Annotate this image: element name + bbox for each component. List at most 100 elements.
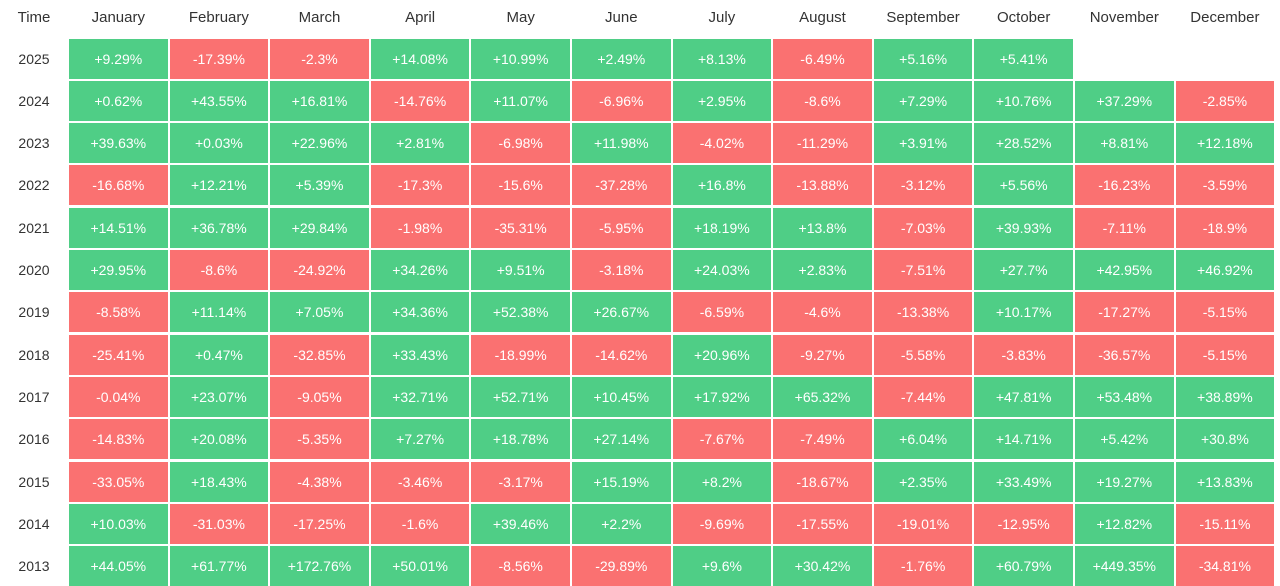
year-label-2021: 2021: [18, 219, 50, 236]
heatmap-cell-2021-february: +36.78%: [169, 207, 269, 248]
year-label-2019: 2019: [18, 304, 50, 321]
heatmap-cell-2025-august: -6.49%: [773, 38, 872, 79]
heatmap-cell-2017-november: +53.48%: [1075, 376, 1174, 417]
heatmap-cell-2014-april: -1.6%: [370, 503, 470, 544]
heatmap-cell-2022-december: -3.59%: [1175, 165, 1275, 206]
heatmap-cell-2025-january: +9.29%: [69, 38, 168, 79]
heatmap-cell-2017-april: +32.71%: [370, 376, 470, 417]
heatmap-cell-2013-april: +50.01%: [370, 546, 470, 586]
heatmap-cell-2023-march: +22.96%: [270, 123, 369, 164]
heatmap-cell-2024-july: +2.95%: [672, 80, 772, 121]
heatmap-cell-2024-february: +43.55%: [169, 80, 269, 121]
heatmap-cell-2023-october: +28.52%: [974, 123, 1073, 164]
heatmap-cell-2025-june: +2.49%: [572, 38, 671, 79]
heatmap-cell-2018-march: -32.85%: [270, 334, 369, 375]
year-label-2013: 2013: [18, 558, 50, 575]
heatmap-cell-2017-march: -9.05%: [270, 376, 369, 417]
heatmap-cell-2023-april: +2.81%: [370, 123, 470, 164]
heatmap-cell-2022-january: -16.68%: [69, 165, 168, 206]
heatmap-cell-2020-march: -24.92%: [270, 250, 369, 290]
heatmap-cell-2019-november: -17.27%: [1075, 292, 1174, 333]
heatmap-cell-2016-december: +30.8%: [1175, 419, 1275, 460]
heatmap-cell-2022-july: +16.8%: [672, 165, 772, 206]
heatmap-cell-2018-june: -14.62%: [572, 334, 671, 375]
month-header-september: September: [886, 9, 960, 26]
heatmap-cell-2024-june: -6.96%: [572, 80, 671, 121]
heatmap-cell-2021-july: +18.19%: [672, 207, 772, 248]
heatmap-cell-2020-june: -3.18%: [572, 250, 671, 290]
heatmap-cell-2023-november: +8.81%: [1075, 123, 1174, 164]
heatmap-cell-2014-february: -31.03%: [169, 503, 269, 544]
heatmap-cell-2022-may: -15.6%: [471, 165, 570, 206]
heatmap-cell-2019-july: -6.59%: [672, 292, 772, 333]
year-label-2014: 2014: [18, 515, 50, 532]
heatmap-cell-2023-may: -6.98%: [471, 123, 570, 164]
heatmap-cell-2015-september: +2.35%: [873, 461, 973, 502]
heatmap-cell-2015-july: +8.2%: [672, 461, 772, 502]
heatmap-cell-2021-march: +29.84%: [270, 207, 369, 248]
heatmap-cell-2025-october: +5.41%: [974, 38, 1073, 79]
heatmap-cell-2017-december: +38.89%: [1175, 376, 1275, 417]
heatmap-cell-2024-march: +16.81%: [270, 80, 369, 121]
heatmap-cell-2013-august: +30.42%: [773, 546, 872, 586]
heatmap-cell-2020-september: -7.51%: [873, 250, 973, 290]
heatmap-cell-2020-july: +24.03%: [672, 250, 772, 290]
heatmap-cell-2016-august: -7.49%: [773, 419, 872, 460]
heatmap-cell-2017-august: +65.32%: [773, 376, 872, 417]
year-label-2017: 2017: [18, 388, 50, 405]
heatmap-cell-2023-august: -11.29%: [773, 123, 872, 164]
month-header-november: November: [1089, 9, 1159, 26]
year-label-2016: 2016: [18, 431, 50, 448]
heatmap-cell-2024-december: -2.85%: [1175, 80, 1275, 121]
heatmap-cell-2013-february: +61.77%: [169, 546, 269, 586]
heatmap-cell-2013-may: -8.56%: [471, 546, 570, 586]
heatmap-cell-2025-february: -17.39%: [169, 38, 269, 79]
heatmap-cell-2018-january: -25.41%: [69, 334, 168, 375]
heatmap-cell-2022-september: -3.12%: [873, 165, 973, 206]
heatmap-cell-2014-december: -15.11%: [1175, 503, 1275, 544]
heatmap-cell-2016-june: +27.14%: [572, 419, 671, 460]
year-label-2020: 2020: [18, 262, 50, 278]
heatmap-cell-2015-november: +19.27%: [1075, 461, 1174, 502]
heatmap-cell-2018-november: -36.57%: [1075, 334, 1174, 375]
heatmap-cell-2019-august: -4.6%: [773, 292, 872, 333]
heatmap-cell-2017-july: +17.92%: [672, 376, 772, 417]
heatmap-cell-2018-february: +0.47%: [169, 334, 269, 375]
heatmap-cell-2021-april: -1.98%: [370, 207, 470, 248]
heatmap-cell-2017-may: +52.71%: [471, 376, 570, 417]
heatmap-cell-2014-october: -12.95%: [974, 503, 1073, 544]
heatmap-cell-2024-april: -14.76%: [370, 80, 470, 121]
heatmap-cell-2023-february: +0.03%: [169, 123, 269, 164]
heatmap-cell-2013-september: -1.76%: [873, 546, 973, 586]
heatmap-cell-2019-february: +11.14%: [169, 292, 269, 333]
heatmap-cell-2022-november: -16.23%: [1075, 165, 1174, 206]
heatmap-cell-2023-december: +12.18%: [1175, 123, 1275, 164]
heatmap-cell-2022-august: -13.88%: [773, 165, 872, 206]
heatmap-cell-2025-may: +10.99%: [471, 38, 570, 79]
heatmap-cell-2016-may: +18.78%: [471, 419, 570, 460]
heatmap-cell-2018-april: +33.43%: [370, 334, 470, 375]
heatmap-cell-2017-june: +10.45%: [572, 376, 671, 417]
heatmap-cell-2017-september: -7.44%: [873, 376, 973, 417]
heatmap-cell-2020-may: +9.51%: [471, 250, 570, 290]
heatmap-cell-2018-october: -3.83%: [974, 334, 1073, 375]
month-header-march: March: [298, 9, 341, 26]
heatmap-cell-2020-december: +46.92%: [1175, 250, 1275, 290]
heatmap-cell-2014-november: +12.82%: [1075, 503, 1174, 544]
heatmap-cell-2023-january: +39.63%: [69, 123, 168, 164]
heatmap-cell-2016-july: -7.67%: [672, 419, 772, 460]
heatmap-cell-2025-march: -2.3%: [270, 38, 369, 79]
month-header-october: October: [997, 9, 1051, 26]
month-header-january: January: [91, 9, 145, 26]
heatmap-cell-2020-august: +2.83%: [773, 250, 872, 290]
heatmap-cell-2023-june: +11.98%: [572, 123, 671, 164]
heatmap-cell-2013-october: +60.79%: [974, 546, 1073, 586]
heatmap-cell-2018-september: -5.58%: [873, 334, 973, 375]
heatmap-cell-2013-march: +172.76%: [270, 546, 369, 586]
heatmap-cell-2021-august: +13.8%: [773, 207, 872, 248]
month-header-february: February: [188, 9, 249, 26]
heatmap-cell-2017-october: +47.81%: [974, 376, 1073, 417]
heatmap-cell-2015-march: -4.38%: [270, 461, 369, 502]
heatmap-cell-2024-january: +0.62%: [69, 80, 168, 121]
heatmap-cell-2019-january: -8.58%: [69, 292, 168, 333]
